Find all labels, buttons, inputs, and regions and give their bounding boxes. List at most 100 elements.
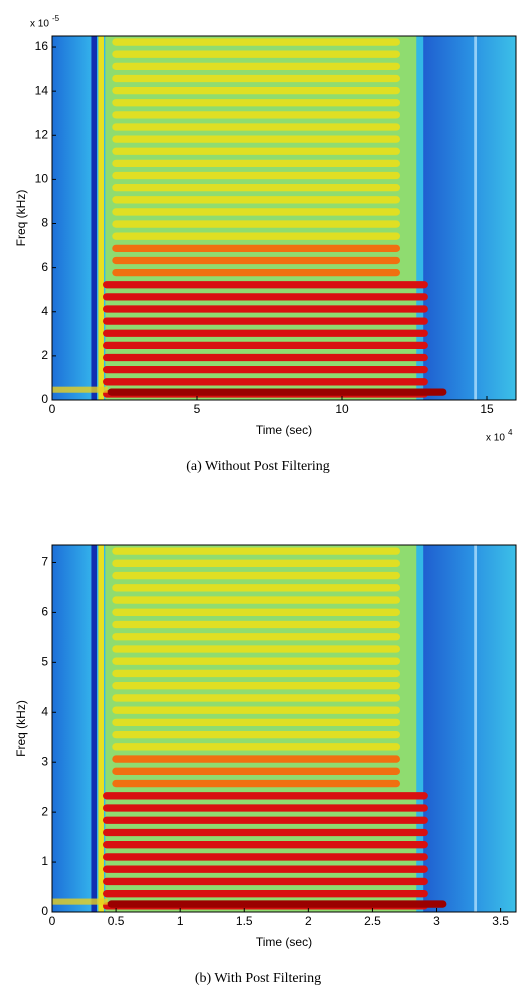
spectrogram-harmonic [112,220,400,228]
spectrogram-harmonic [112,171,400,180]
spectrogram-harmonic [112,767,400,775]
axes-box [51,35,517,401]
y-tick-label: 12 [35,127,49,141]
y-tick-label: 7 [41,555,48,569]
y-tick-label: 2 [41,348,48,362]
spectrogram-harmonic [112,50,400,58]
x-tick-label: 1.5 [236,914,253,928]
spectrogram-harmonic [112,718,400,727]
x-tick-label: 2 [305,914,312,928]
spectrogram-high-region [423,36,516,400]
spectrogram-onset [98,36,104,400]
x-tick-label: 5 [194,402,201,416]
spectrogram-harmonic [112,584,400,592]
x-tick-label: 1 [177,914,184,928]
spectrogram-harmonic [112,62,400,70]
spectrogram-harmonic [112,244,400,252]
spectrogram-harmonic [103,865,428,873]
y-axis-label: Freq (kHz) [14,700,28,757]
spectrogram-fundamental [107,900,447,908]
y-tick-label: 3 [41,754,48,768]
spectrogram-harmonic [112,596,400,604]
y-tick-label: 4 [41,704,48,718]
y-tick-label: 1 [41,854,48,868]
spectrogram-harmonic [103,293,428,301]
x-tick-label: 0.5 [108,914,125,928]
spectrogram-harmonic [112,779,400,788]
spectrogram-harmonic [112,620,400,629]
spectrogram-harmonic [112,547,400,555]
spectrogram-harmonic [103,353,428,362]
spectrogram-low-region [52,545,94,912]
x-tick-label: 3 [433,914,440,928]
x-tick-label: 0 [49,402,56,416]
plot-image [52,545,516,912]
spectrogram-harmonic [112,196,400,204]
spectrogram-stripe [474,36,478,400]
spectrogram-harmonic [103,841,428,849]
spectrogram-harmonic [103,853,428,861]
spectrogram-harmonic [112,135,400,143]
y-tick-label: 2 [41,804,48,818]
axes-box [51,544,517,913]
caption: (b) With Post Filtering [195,971,321,986]
spectrogram-harmonic [112,38,400,46]
spectrogram-harmonic [103,329,428,337]
spectrogram-harmonic [112,694,400,702]
spectrogram-harmonic [103,828,428,837]
spectrogram-harmonic [103,281,428,289]
spectrogram-harmonic [112,147,400,155]
spectrogram-harmonic [112,608,400,616]
spectrogram-low-region [52,36,94,400]
spectrogram-harmonic [112,633,400,641]
spectrogram-harmonic [103,341,428,350]
spectrogram-harmonic [112,755,400,763]
spectrogram-harmonic [112,184,400,192]
spectrogram-harmonic [112,86,400,95]
spectrogram-dark-band [91,36,98,400]
plot-image [52,36,516,400]
spectrogram-dark-band [91,545,98,912]
spectrogram-harmonic [112,74,400,83]
spectrogram-harmonic [103,366,428,374]
y-tick-label: 5 [41,655,48,669]
spectrogram-harmonic [112,256,400,265]
spectrogram-fundamental [107,388,447,396]
spectrogram-harmonic [103,816,428,824]
spectrogram-voiced [105,36,417,400]
spectrogram-harmonic [103,804,428,812]
spectrogram-harmonic [112,559,400,568]
y-tick-label: 4 [41,304,48,318]
spectrogram-harmonic [103,317,428,325]
x-scale-label: x 10 [486,433,505,444]
spectrogram-harmonic [103,378,428,386]
y-scale-label: x 10 [30,19,49,30]
spectrogram-harmonic [112,232,400,240]
spectrogram-fundamental-start [52,386,108,393]
x-tick-label: 10 [335,402,349,416]
x-tick-label: 2.5 [364,914,381,928]
y-tick-label: 8 [41,216,48,230]
spectrogram-harmonic [112,571,400,580]
spectrogram-harmonic [103,305,428,313]
spectrogram-voiced [105,545,417,912]
spectrogram-harmonic [112,111,400,119]
x-tick-label: 0 [49,914,56,928]
spectrogram-harmonic [112,669,400,678]
x-tick-label: 3.5 [492,914,509,928]
spectrogram-high-region [423,545,516,912]
spectrogram-harmonic [112,730,400,739]
y-tick-label: 0 [41,392,48,406]
spectrogram-harmonic [112,645,400,653]
x-scale-exponent: 4 [508,428,513,437]
spectrogram-harmonic [112,682,400,690]
y-tick-label: 6 [41,260,48,274]
spectrogram-harmonic [112,123,400,131]
spectrogram-harmonic [112,268,400,277]
y-tick-label: 6 [41,605,48,619]
caption: (a) Without Post Filtering [186,459,329,474]
x-axis-label: Time (sec) [256,423,312,437]
y-axis-label: Freq (kHz) [14,190,28,247]
